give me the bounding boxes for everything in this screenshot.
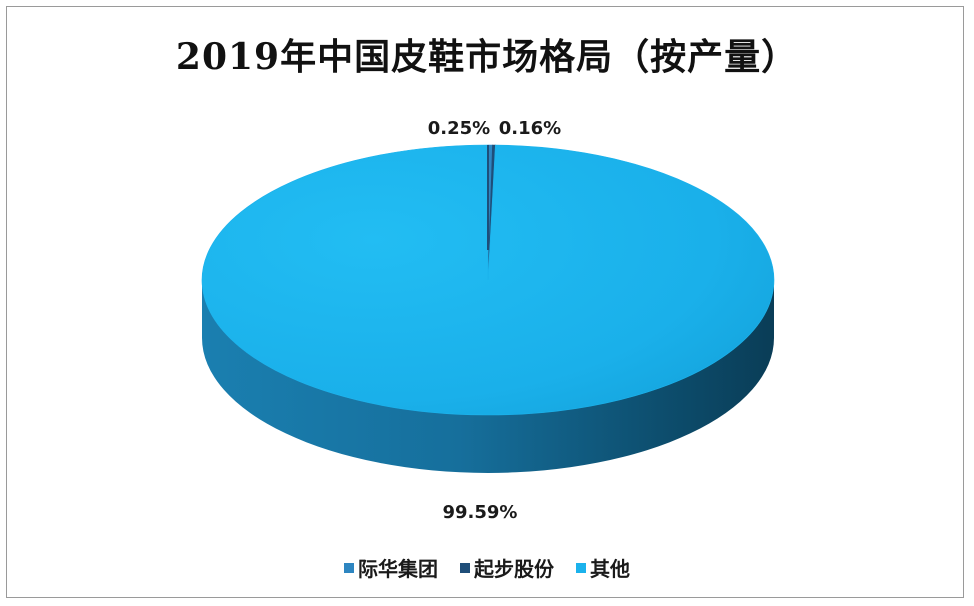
legend-swatch-qibu xyxy=(460,562,470,573)
legend-label-jihua: 际华集团 xyxy=(358,557,438,581)
legend-label-qibu: 起步股份 xyxy=(474,557,554,581)
pie-side-wall xyxy=(202,280,774,473)
legend-swatch-jihua xyxy=(344,562,354,573)
legend-item-qibu: 起步股份 xyxy=(460,553,554,582)
data-label-2: 99.59% xyxy=(443,502,518,523)
legend-item-other: 其他 xyxy=(576,553,630,582)
legend-item-jihua: 际华集团 xyxy=(344,553,438,582)
data-label-1: 0.16% xyxy=(499,118,561,139)
legend-swatch-other xyxy=(576,562,586,573)
data-label-0: 0.25% xyxy=(428,118,490,139)
pie-slice-2 xyxy=(201,144,775,416)
chart-title: 2019年中国皮鞋市场格局（按产量） xyxy=(175,36,799,78)
legend-label-other: 其他 xyxy=(590,557,630,581)
chart-legend: 际华集团 起步股份 其他 xyxy=(0,553,974,582)
